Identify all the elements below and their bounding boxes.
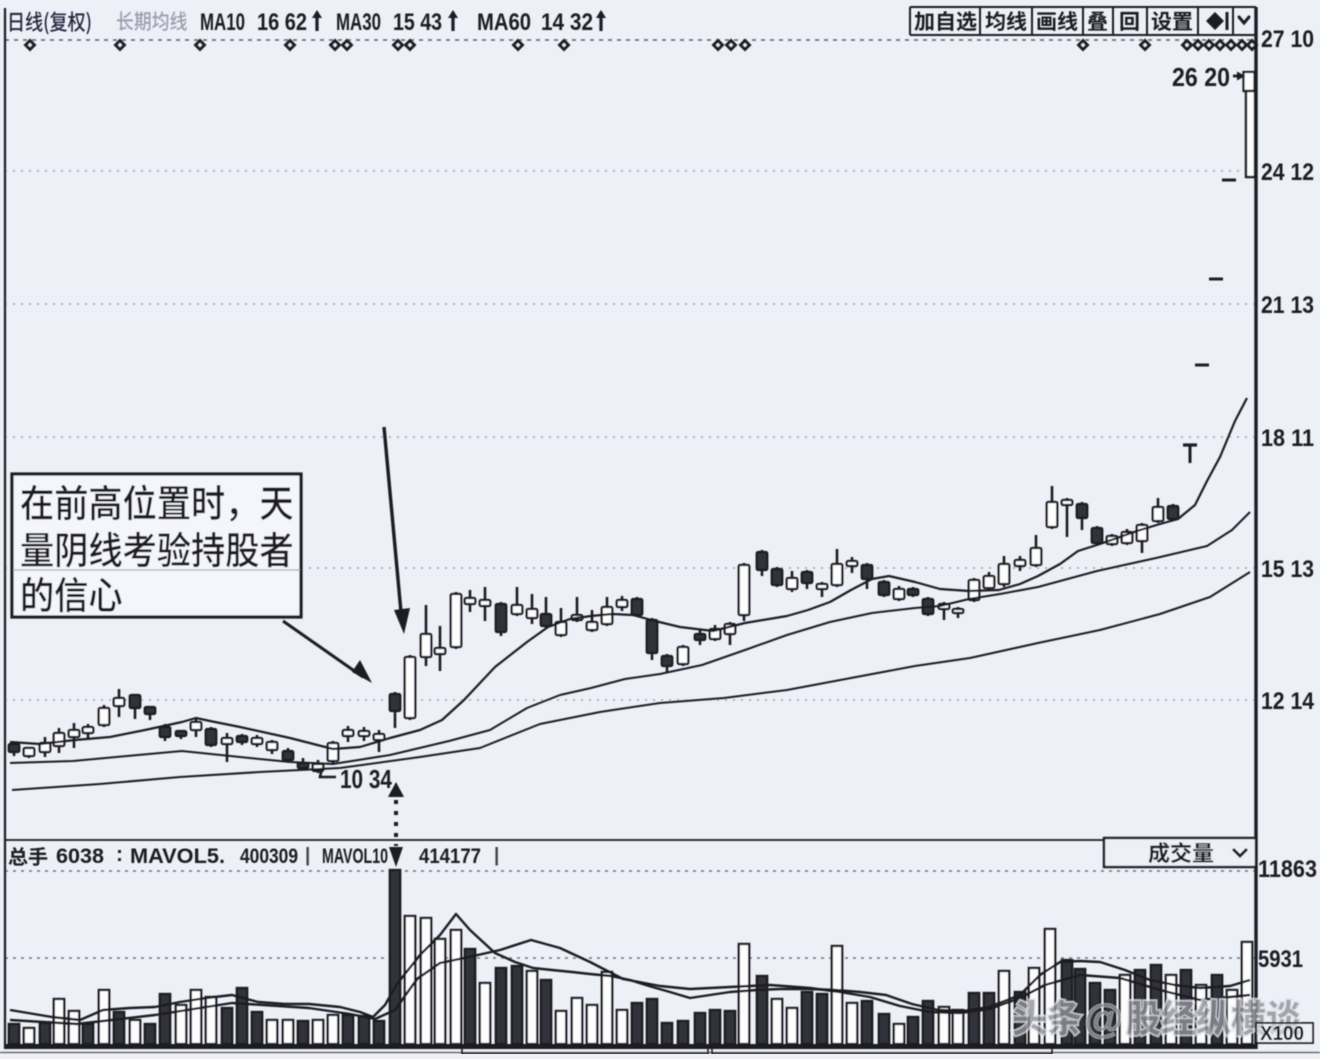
svg-text:MA30: MA30 <box>336 9 381 36</box>
svg-text:11863: 11863 <box>1258 856 1317 883</box>
svg-text:|: | <box>305 845 310 866</box>
svg-text:|: | <box>494 845 499 866</box>
svg-text:MAVOL10: MAVOL10 <box>322 845 388 868</box>
svg-text:MAVOL5.: MAVOL5. <box>130 845 225 868</box>
svg-text:MA60: MA60 <box>477 9 531 36</box>
svg-text:400309: 400309 <box>240 845 298 868</box>
svg-text:414177: 414177 <box>419 845 481 868</box>
svg-text:24 12: 24 12 <box>1261 159 1314 186</box>
svg-text:14 32: 14 32 <box>541 9 593 36</box>
svg-text:27 10: 27 10 <box>1261 26 1314 53</box>
svg-text:12 14: 12 14 <box>1261 688 1315 715</box>
svg-text:10 34: 10 34 <box>340 764 392 794</box>
svg-text:6038: 6038 <box>56 845 104 868</box>
svg-text:@: @ <box>1084 997 1123 1041</box>
svg-text:MA10: MA10 <box>200 9 245 36</box>
svg-text:5931: 5931 <box>1258 946 1303 973</box>
svg-text:16 62: 16 62 <box>257 9 307 36</box>
svg-text:15 13: 15 13 <box>1261 556 1314 583</box>
svg-text:21 13: 21 13 <box>1261 292 1314 319</box>
svg-text:X100: X100 <box>1260 1023 1304 1045</box>
svg-text:26 20: 26 20 <box>1172 62 1230 92</box>
svg-text:15 43: 15 43 <box>393 9 442 36</box>
svg-text:18 11: 18 11 <box>1261 425 1314 452</box>
svg-text::: : <box>116 843 123 866</box>
